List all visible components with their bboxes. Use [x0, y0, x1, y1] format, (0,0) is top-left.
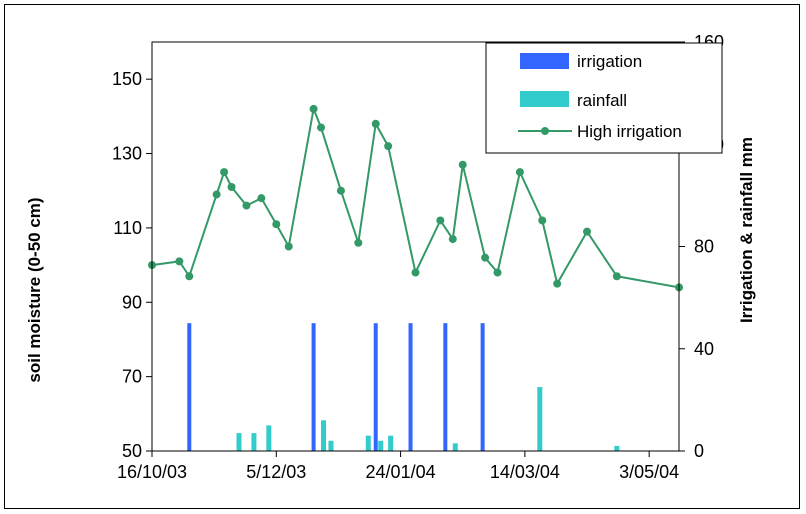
irrigation-bar	[443, 323, 448, 451]
high-irrigation-point	[436, 216, 445, 225]
rainfall-bar	[251, 433, 257, 451]
y2-tick-label: 80	[694, 237, 714, 257]
irrigation-bar	[408, 323, 413, 451]
high-irrigation-point	[538, 216, 547, 225]
high-irrigation-point	[227, 183, 236, 192]
high-irrigation-point	[309, 104, 318, 113]
high-irrigation-point	[384, 142, 393, 151]
high-irrigation-point	[336, 186, 345, 195]
legend-swatch-rainfall	[520, 91, 569, 107]
rainfall-bar	[321, 420, 327, 451]
high-irrigation-point	[175, 257, 184, 266]
x-tick-label: 5/12/03	[246, 462, 306, 482]
legend-label-high-irrigation: High irrigation	[577, 122, 682, 141]
legend: irrigation rainfall High irrigation	[485, 42, 723, 154]
rainfall-bar	[378, 440, 384, 451]
high-irrigation-point	[481, 253, 490, 262]
high-irrigation-point	[493, 268, 502, 277]
rainfall-bar	[452, 443, 458, 451]
y2-tick-label: 0	[694, 441, 704, 461]
high-irrigation-point	[220, 168, 229, 177]
rainfall-bar	[236, 433, 242, 451]
high-irrigation-point	[185, 272, 194, 281]
high-irrigation-point	[553, 279, 562, 288]
x-tick-label: 3/05/04	[619, 462, 679, 482]
axes-layer: 5070901101301500408012016016/10/035/12/0…	[112, 32, 724, 482]
irrigation-bar	[480, 323, 485, 451]
high-irrigation-point	[371, 119, 380, 128]
high-irrigation-point	[458, 160, 467, 169]
high-irrigation-point	[284, 242, 293, 251]
legend-label-rainfall: rainfall	[577, 91, 627, 110]
high-irrigation-point	[515, 168, 524, 177]
y-tick-label: 110	[113, 218, 142, 238]
y-tick-label: 50	[122, 441, 142, 461]
y-axis-title: soil moisture (0-50 cm)	[25, 197, 44, 382]
high-irrigation-point	[317, 123, 326, 132]
rainfall-bar	[328, 440, 334, 451]
irrigation-bar	[311, 323, 316, 451]
y2-tick-label: 40	[694, 339, 714, 359]
irrigation-bar	[187, 323, 192, 451]
high-irrigation-point	[411, 268, 420, 277]
high-irrigation-point	[583, 227, 592, 236]
high-irrigation-point	[612, 272, 621, 281]
high-irrigation-point	[257, 194, 266, 203]
irrigation-bar	[373, 323, 378, 451]
y2-axis-title: Irrigation & rainfall mm	[737, 137, 756, 323]
bars-layer	[187, 323, 620, 451]
x-tick-label: 14/03/04	[490, 462, 560, 482]
high-irrigation-point	[242, 201, 251, 210]
high-irrigation-line	[151, 105, 680, 289]
y-tick-label: 150	[112, 69, 142, 89]
y-tick-label: 70	[122, 367, 142, 387]
y-tick-label: 90	[122, 292, 142, 312]
high-irrigation-point	[212, 190, 221, 199]
rainfall-bar	[388, 435, 394, 451]
line-layer	[148, 104, 683, 292]
high-irrigation-point	[272, 220, 281, 229]
legend-swatch-irrigation	[520, 53, 569, 69]
rainfall-bar	[537, 387, 543, 451]
rainfall-bar	[614, 445, 620, 451]
y-tick-label: 130	[112, 144, 142, 164]
legend-label-irrigation: irrigation	[577, 52, 642, 71]
high-irrigation-point	[448, 235, 457, 244]
x-tick-label: 16/10/03	[117, 462, 187, 482]
high-irrigation-point	[354, 238, 363, 247]
rainfall-bar	[266, 425, 272, 451]
x-tick-label: 24/01/04	[366, 462, 436, 482]
rainfall-bar	[365, 435, 371, 451]
legend-marker-high-irrigation	[541, 127, 549, 135]
